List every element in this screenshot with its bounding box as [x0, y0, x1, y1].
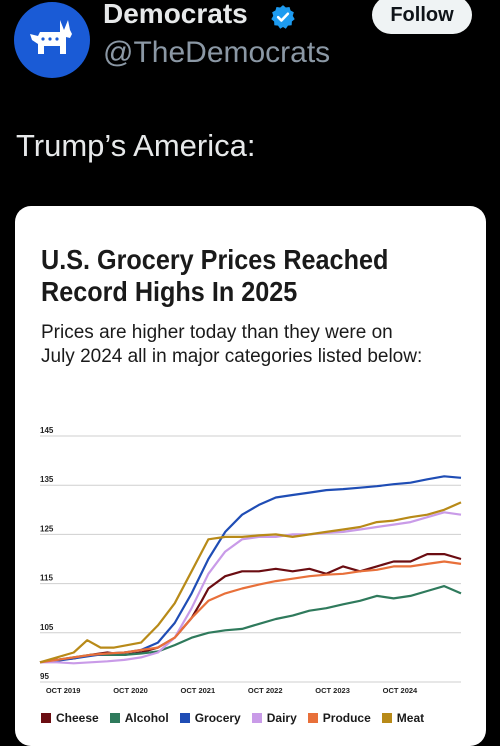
legend-item: Grocery — [179, 711, 241, 725]
y-tick-label: 95 — [40, 672, 49, 681]
legend-swatch — [41, 713, 51, 723]
legend-item: Meat — [381, 711, 425, 725]
follow-button[interactable]: Follow — [372, 0, 472, 34]
legend-swatch — [381, 713, 392, 723]
x-tick-label: OCT 2021 — [181, 686, 216, 695]
y-tick-label: 145 — [40, 426, 54, 435]
series-line-grocery — [39, 475, 462, 664]
legend-swatch — [179, 713, 190, 723]
legend-swatch — [307, 713, 318, 723]
legend-swatch — [109, 713, 120, 723]
chart-card[interactable]: U.S. Grocery Prices Reached Record Highs… — [15, 206, 486, 746]
series-line-meat — [39, 501, 462, 664]
legend-label: Alcohol — [124, 711, 169, 725]
x-tick-label: OCT 2022 — [248, 686, 283, 695]
chart-legend: Cheese Alcohol Grocery Dairy Produce Meat — [41, 711, 481, 725]
legend-label: Meat — [396, 711, 425, 725]
y-tick-label: 115 — [40, 574, 53, 583]
legend-item: Alcohol — [109, 711, 169, 725]
chart-title-line-1: U.S. Grocery Prices Reached — [41, 244, 389, 275]
tweet-text: Trump’s America: — [16, 128, 256, 163]
legend-label: Produce — [322, 711, 371, 725]
legend-item: Produce — [307, 711, 371, 725]
x-tick-label: OCT 2024 — [383, 686, 418, 695]
verified-badge-icon — [271, 5, 295, 29]
chart-subtitle-line-1: Prices are higher today than they were o… — [41, 322, 393, 343]
y-tick-label: 135 — [40, 475, 54, 484]
avatar[interactable] — [14, 2, 90, 78]
legend-label: Cheese — [56, 711, 99, 725]
legend-item: Cheese — [41, 711, 99, 725]
chart-title: U.S. Grocery Prices Reached Record Highs… — [41, 244, 388, 308]
chart-title-line-2: Record Highs In 2025 — [41, 276, 298, 307]
y-tick-label: 105 — [40, 623, 54, 632]
account-handle[interactable]: @TheDemocrats — [103, 36, 331, 69]
legend-swatch — [251, 713, 262, 723]
x-tick-label: OCT 2019 — [46, 686, 81, 695]
donkey-logo-icon — [30, 20, 72, 54]
x-tick-label: OCT 2023 — [315, 686, 350, 695]
series-line-cheese — [39, 553, 462, 664]
legend-item: Dairy — [251, 711, 297, 725]
chart-subtitle-line-2: July 2024 all in major categories listed… — [41, 346, 423, 367]
x-tick-label: OCT 2020 — [113, 686, 148, 695]
y-tick-label: 125 — [40, 524, 54, 533]
chart-subtitle: Prices are higher today than they were o… — [41, 321, 422, 369]
series-line-produce — [39, 560, 462, 664]
line-chart: 145 135 125 115 105 95 OCT 2019 OCT 2020 OCT 202… — [39, 426, 462, 695]
series-line-alcohol — [39, 585, 462, 664]
legend-label: Grocery — [194, 711, 241, 725]
legend-label: Dairy — [266, 711, 297, 725]
series-line-dairy — [40, 511, 462, 665]
account-name[interactable]: Democrats — [103, 0, 248, 29]
